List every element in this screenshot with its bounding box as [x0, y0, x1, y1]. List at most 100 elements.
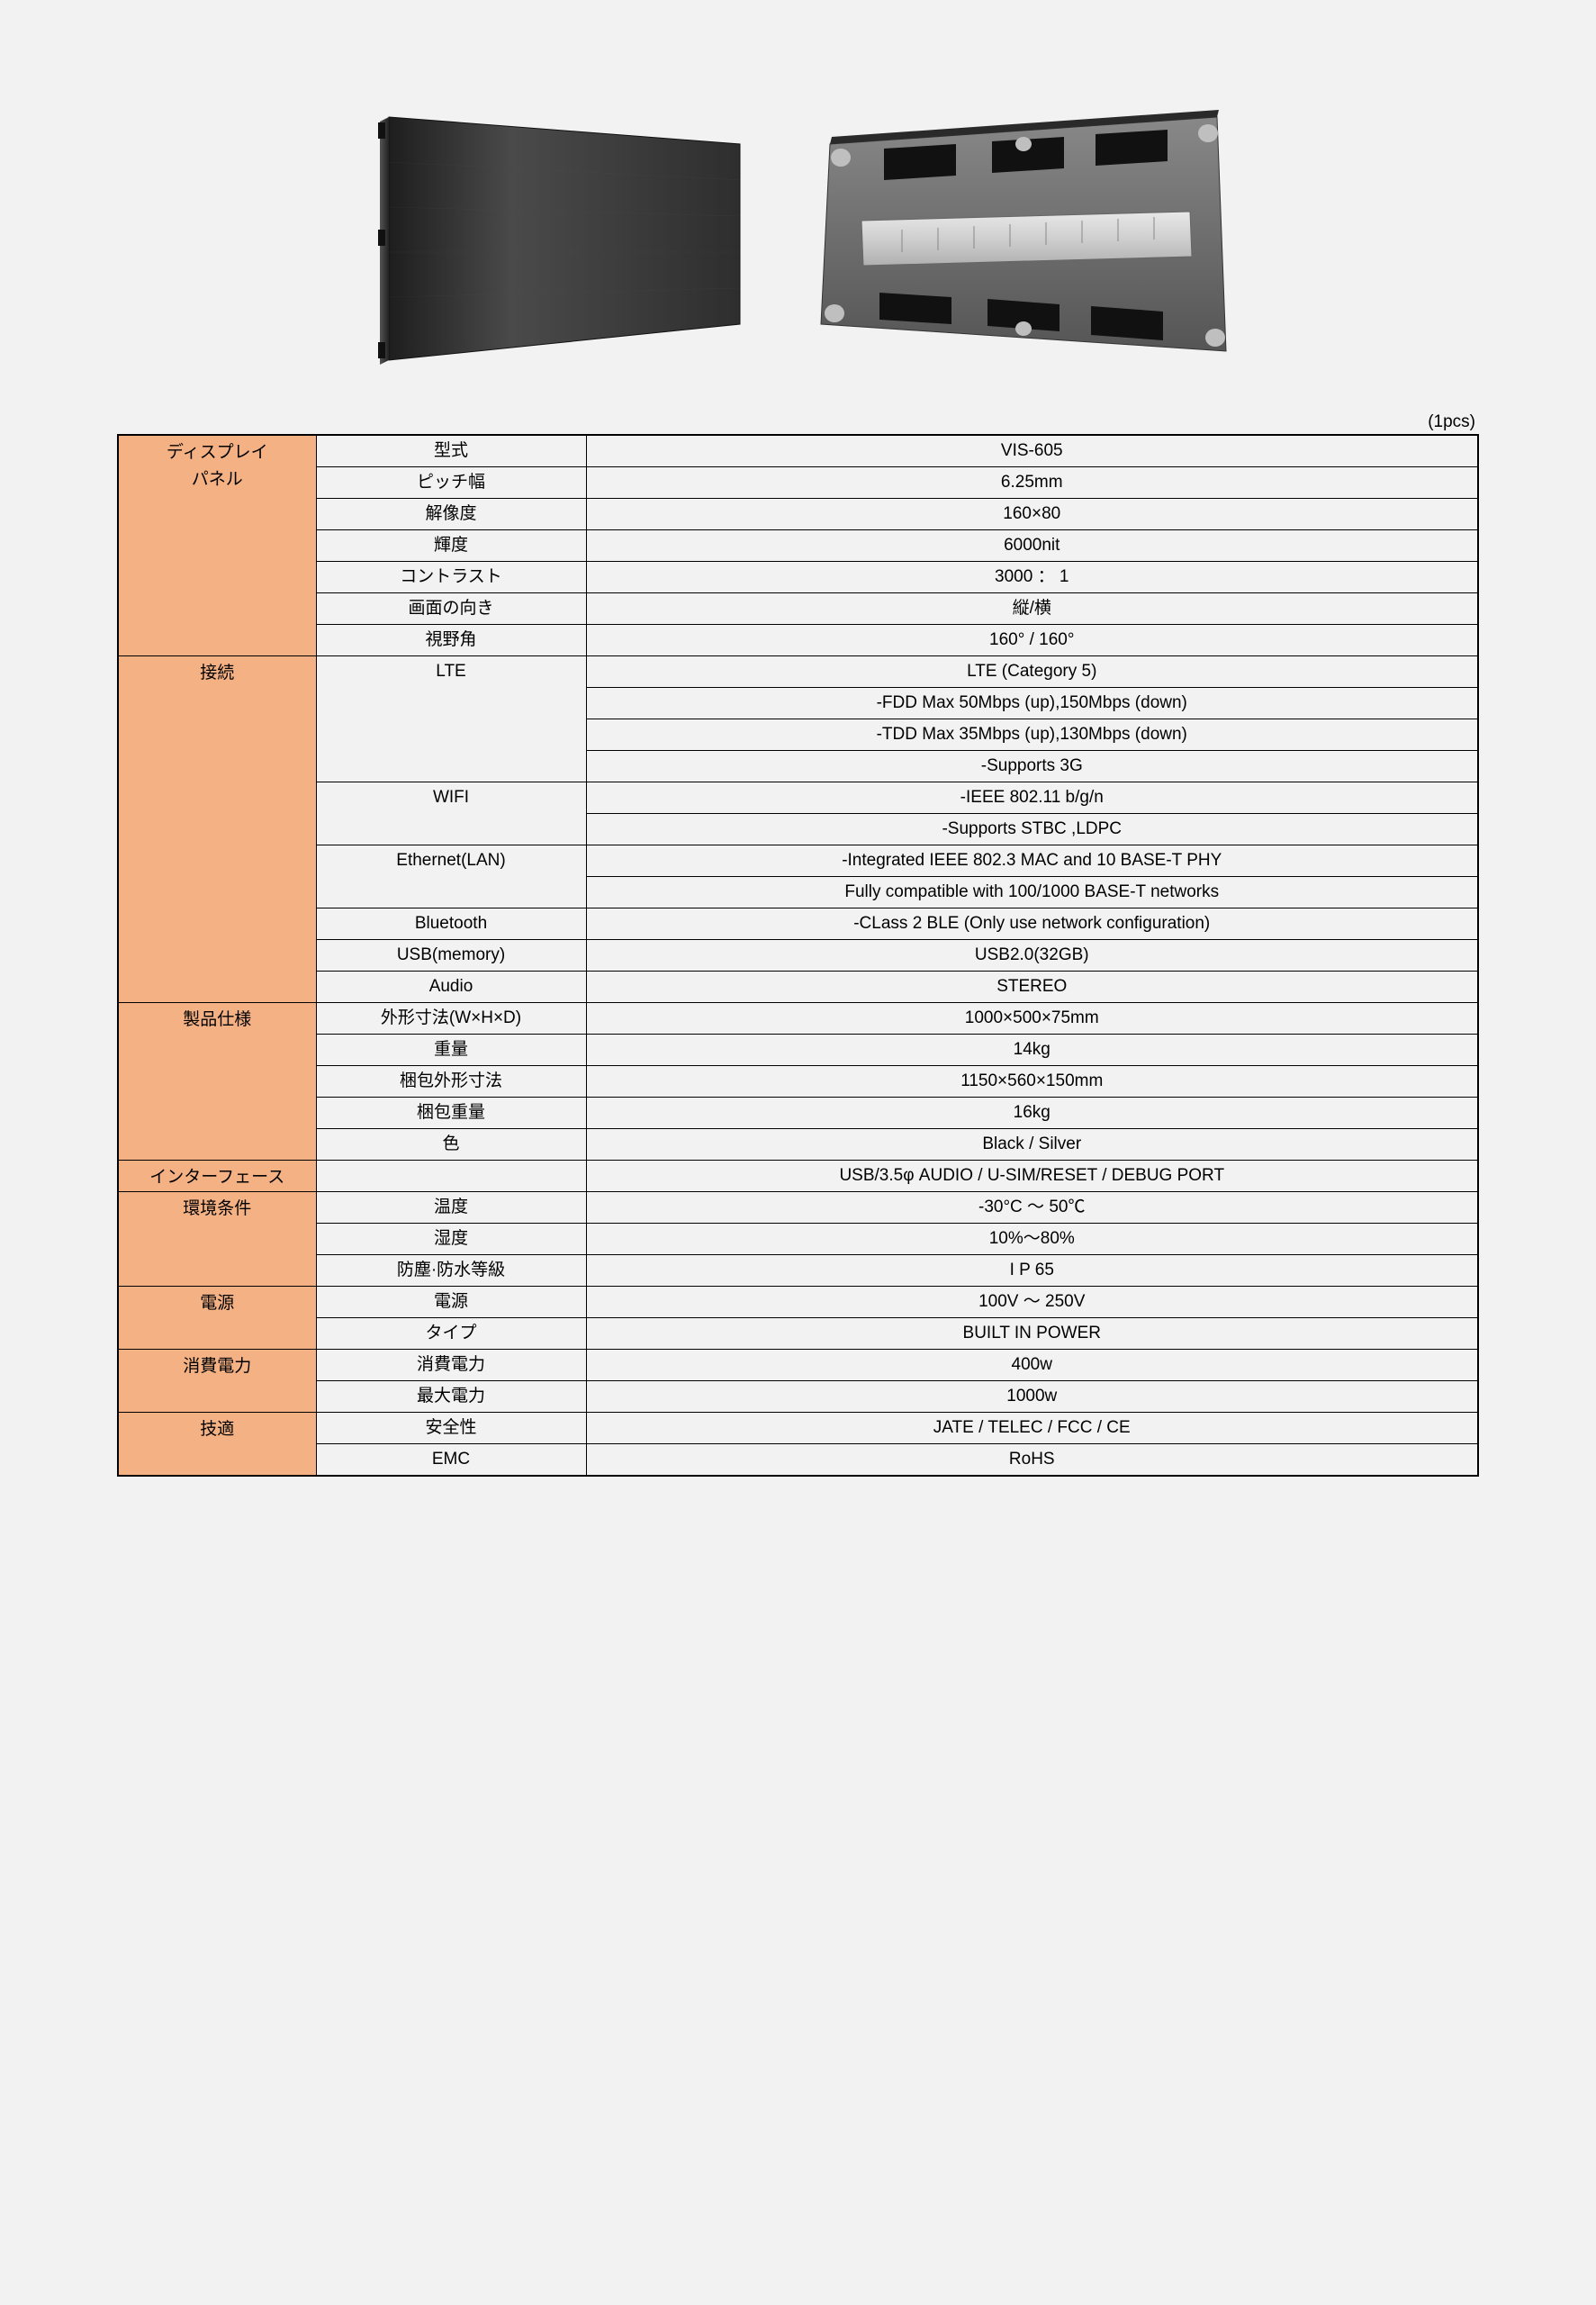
- category-cell: 接続: [118, 656, 316, 1003]
- table-row: Ethernet(LAN)-Integrated IEEE 802.3 MAC …: [118, 845, 1478, 877]
- product-image-row: [117, 72, 1479, 396]
- value-cell: USB/3.5φ AUDIO / U-SIM/RESET / DEBUG POR…: [586, 1161, 1478, 1192]
- label-cell: 輝度: [316, 530, 586, 562]
- value-cell: 100V ～ 250V: [586, 1287, 1478, 1318]
- label-cell: 消費電力: [316, 1350, 586, 1381]
- label-cell: Bluetooth: [316, 908, 586, 940]
- table-row: コントラスト3000 ： 1: [118, 562, 1478, 593]
- category-cell: 電源: [118, 1287, 316, 1350]
- value-cell: 6000nit: [586, 530, 1478, 562]
- product-front-image: [362, 90, 749, 378]
- table-row: 技適安全性JATE / TELEC / FCC / CE: [118, 1413, 1478, 1444]
- label-cell: コントラスト: [316, 562, 586, 593]
- value-cell: -Supports STBC ,LDPC: [586, 814, 1478, 845]
- category-cell: ディスプレイパネル: [118, 435, 316, 656]
- table-row: インターフェース USB/3.5φ AUDIO / U-SIM/RESET / D…: [118, 1161, 1478, 1192]
- value-cell: RoHS: [586, 1444, 1478, 1477]
- value-cell: 16kg: [586, 1098, 1478, 1129]
- label-cell: Ethernet(LAN): [316, 845, 586, 908]
- label-cell: 色: [316, 1129, 586, 1161]
- value-cell: 1150×560×150mm: [586, 1066, 1478, 1098]
- label-cell: WIFI: [316, 782, 586, 845]
- table-row: 製品仕様外形寸法(W×H×D)1000×500×75mm: [118, 1003, 1478, 1035]
- label-cell: EMC: [316, 1444, 586, 1477]
- label-cell: [316, 1161, 586, 1192]
- value-cell: BUILT IN POWER: [586, 1318, 1478, 1350]
- value-cell: 1000×500×75mm: [586, 1003, 1478, 1035]
- table-row: 環境条件温度-30°C ～ 50℃: [118, 1192, 1478, 1224]
- label-cell: 電源: [316, 1287, 586, 1318]
- category-cell: インターフェース: [118, 1161, 316, 1192]
- label-cell: 視野角: [316, 625, 586, 656]
- label-cell: タイプ: [316, 1318, 586, 1350]
- value-cell: -Supports 3G: [586, 751, 1478, 782]
- value-cell: VIS-605: [586, 435, 1478, 467]
- label-cell: 解像度: [316, 499, 586, 530]
- table-row: 接続LTELTE (Category 5): [118, 656, 1478, 688]
- table-row: タイプBUILT IN POWER: [118, 1318, 1478, 1350]
- spec-sheet-page: (1pcs) ディスプレイパネル型式VIS-605ピッチ幅6.25mm解像度16…: [0, 0, 1596, 2287]
- label-cell: 湿度: [316, 1224, 586, 1255]
- value-cell: 1000w: [586, 1381, 1478, 1413]
- value-cell: 10%～80%: [586, 1224, 1478, 1255]
- value-cell: Black / Silver: [586, 1129, 1478, 1161]
- value-cell: 160×80: [586, 499, 1478, 530]
- label-cell: 梱包外形寸法: [316, 1066, 586, 1098]
- table-row: ディスプレイパネル型式VIS-605: [118, 435, 1478, 467]
- table-row: 防塵·防水等級I P 65: [118, 1255, 1478, 1287]
- label-cell: 安全性: [316, 1413, 586, 1444]
- table-row: 色Black / Silver: [118, 1129, 1478, 1161]
- value-cell: -Integrated IEEE 802.3 MAC and 10 BASE-T…: [586, 845, 1478, 877]
- spec-table-body: ディスプレイパネル型式VIS-605ピッチ幅6.25mm解像度160×80輝度6…: [118, 435, 1478, 1476]
- table-row: ピッチ幅6.25mm: [118, 467, 1478, 499]
- table-row: 最大電力1000w: [118, 1381, 1478, 1413]
- value-cell: JATE / TELEC / FCC / CE: [586, 1413, 1478, 1444]
- value-cell: 6.25mm: [586, 467, 1478, 499]
- table-row: Bluetooth-CLass 2 BLE (Only use network …: [118, 908, 1478, 940]
- label-cell: 最大電力: [316, 1381, 586, 1413]
- value-cell: 縦/横: [586, 593, 1478, 625]
- label-cell: 型式: [316, 435, 586, 467]
- product-rear-image: [812, 90, 1235, 378]
- value-cell: -TDD Max 35Mbps (up),130Mbps (down): [586, 719, 1478, 751]
- category-cell: 製品仕様: [118, 1003, 316, 1161]
- label-cell: 温度: [316, 1192, 586, 1224]
- value-cell: LTE (Category 5): [586, 656, 1478, 688]
- table-row: 輝度6000nit: [118, 530, 1478, 562]
- value-cell: -FDD Max 50Mbps (up),150Mbps (down): [586, 688, 1478, 719]
- category-cell: 技適: [118, 1413, 316, 1477]
- label-cell: USB(memory): [316, 940, 586, 972]
- label-cell: 重量: [316, 1035, 586, 1066]
- table-row: 視野角160° / 160°: [118, 625, 1478, 656]
- table-row: 解像度160×80: [118, 499, 1478, 530]
- label-cell: Audio: [316, 972, 586, 1003]
- label-cell: ピッチ幅: [316, 467, 586, 499]
- value-cell: 400w: [586, 1350, 1478, 1381]
- value-cell: Fully compatible with 100/1000 BASE-T ne…: [586, 877, 1478, 908]
- table-row: 消費電力消費電力400w: [118, 1350, 1478, 1381]
- value-cell: -30°C ～ 50℃: [586, 1192, 1478, 1224]
- table-row: EMCRoHS: [118, 1444, 1478, 1477]
- value-cell: 14kg: [586, 1035, 1478, 1066]
- table-row: WIFI-IEEE 802.11 b/g/n: [118, 782, 1478, 814]
- label-cell: LTE: [316, 656, 586, 782]
- value-cell: -IEEE 802.11 b/g/n: [586, 782, 1478, 814]
- table-row: 重量14kg: [118, 1035, 1478, 1066]
- table-row: 梱包重量16kg: [118, 1098, 1478, 1129]
- table-row: 画面の向き縦/横: [118, 593, 1478, 625]
- value-cell: -CLass 2 BLE (Only use network configura…: [586, 908, 1478, 940]
- value-cell: 3000 ： 1: [586, 562, 1478, 593]
- table-row: AudioSTEREO: [118, 972, 1478, 1003]
- value-cell: USB2.0(32GB): [586, 940, 1478, 972]
- table-row: USB(memory)USB2.0(32GB): [118, 940, 1478, 972]
- value-cell: STEREO: [586, 972, 1478, 1003]
- label-cell: 外形寸法(W×H×D): [316, 1003, 586, 1035]
- category-cell: 環境条件: [118, 1192, 316, 1287]
- spec-table: ディスプレイパネル型式VIS-605ピッチ幅6.25mm解像度160×80輝度6…: [117, 434, 1479, 1477]
- quantity-label: (1pcs): [117, 412, 1479, 432]
- table-row: 梱包外形寸法1150×560×150mm: [118, 1066, 1478, 1098]
- label-cell: 画面の向き: [316, 593, 586, 625]
- table-row: 湿度10%～80%: [118, 1224, 1478, 1255]
- label-cell: 梱包重量: [316, 1098, 586, 1129]
- label-cell: 防塵·防水等級: [316, 1255, 586, 1287]
